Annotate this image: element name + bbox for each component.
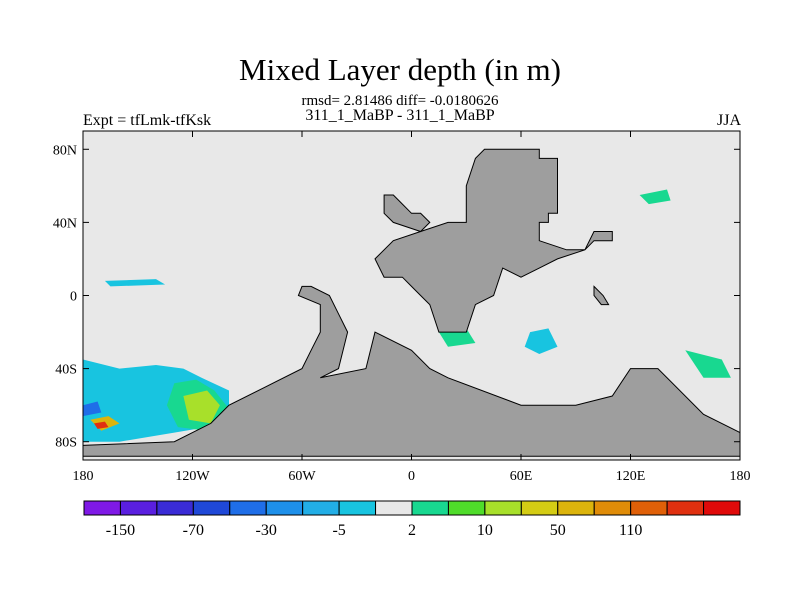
colorbar-box-9: [411, 500, 449, 516]
plot-title: Mixed Layer depth (in m): [239, 52, 561, 87]
x-tick-label-2: 60W: [288, 469, 316, 484]
colorbar-box-10: [447, 500, 486, 516]
colorbar-box-6: [302, 500, 340, 516]
x-tick-label-5: 120E: [616, 469, 646, 484]
land-layer: [82, 148, 741, 457]
colorbar-box-17: [703, 500, 741, 516]
y-tick-label-3: 40S: [55, 363, 77, 378]
colorbar-label-4: 2: [408, 522, 416, 539]
colorbar-label-7: 110: [619, 522, 642, 539]
x-tick-label-4: 60E: [510, 469, 533, 484]
experiment-label: 311_1_MaBP - 311_1_MaBP: [305, 107, 495, 124]
colorbar-box-14: [593, 500, 632, 516]
colorbar-box-11: [484, 500, 522, 516]
colorbar-label-5: 10: [477, 522, 493, 539]
y-tick-label-1: 40N: [53, 216, 77, 231]
colorbar-box-3: [192, 500, 231, 516]
small-island-land: [593, 285, 610, 306]
colorbar-box-7: [338, 500, 377, 516]
indian-ocean-anomaly: [524, 328, 558, 354]
colorbar-box-15: [630, 500, 668, 516]
colorbar: -150 -70 -30 -5 2 10 50 110: [83, 500, 741, 539]
colorbar-label-1: -70: [183, 522, 204, 539]
colorbar-label-6: 50: [550, 522, 566, 539]
x-tick-label-0: 180: [73, 469, 94, 484]
colorbar-label-3: -5: [332, 522, 345, 539]
axis-ticks: 180 120W 60W 0 60E 120E 180 80N 40N 0 40S 80S: [53, 131, 751, 484]
colorbar-box-16: [666, 500, 705, 516]
southern-ocean-dark-blue-anomaly: [83, 401, 102, 417]
antarctica-africa-land: [82, 285, 741, 457]
north-pacific-anomaly: [639, 189, 671, 205]
colorbar-box-13: [557, 500, 595, 516]
anomaly-layer: [83, 189, 731, 442]
x-tick-label-1: 120W: [175, 469, 210, 484]
x-tick-label-6: 180: [730, 469, 751, 484]
colorbar-box-8: [375, 500, 413, 516]
equatorial-pacific-anomaly: [104, 279, 166, 287]
y-tick-label-4: 80S: [55, 436, 77, 451]
colorbar-label-2: -30: [256, 522, 277, 539]
colorbar-label-0: -150: [106, 522, 135, 539]
colorbar-box-2: [156, 500, 194, 516]
season-label: JJA: [716, 112, 741, 129]
eurasia-africa-land: [374, 148, 613, 333]
left-string-label: Expt = tfLmk-tfKsk: [83, 112, 212, 129]
south-atlantic-anomaly: [438, 328, 476, 347]
colorbar-box-12: [520, 500, 559, 516]
southern-ocean-yellow-anomaly: [183, 390, 220, 424]
colorbar-box-5: [265, 500, 304, 516]
y-tick-label-2: 0: [70, 290, 77, 305]
southern-ocean-red-anomaly: [94, 421, 109, 429]
y-tick-label-0: 80N: [53, 143, 77, 158]
statistics-subtitle: rmsd= 2.81486 diff= -0.0180626: [301, 93, 499, 109]
colorbar-box-1: [119, 500, 158, 516]
x-tick-label-3: 0: [408, 469, 415, 484]
hudson-land: [383, 194, 431, 233]
colorbar-box-0: [83, 500, 121, 516]
colorbar-box-4: [229, 500, 267, 516]
south-pacific-green-anomaly: [685, 350, 731, 378]
